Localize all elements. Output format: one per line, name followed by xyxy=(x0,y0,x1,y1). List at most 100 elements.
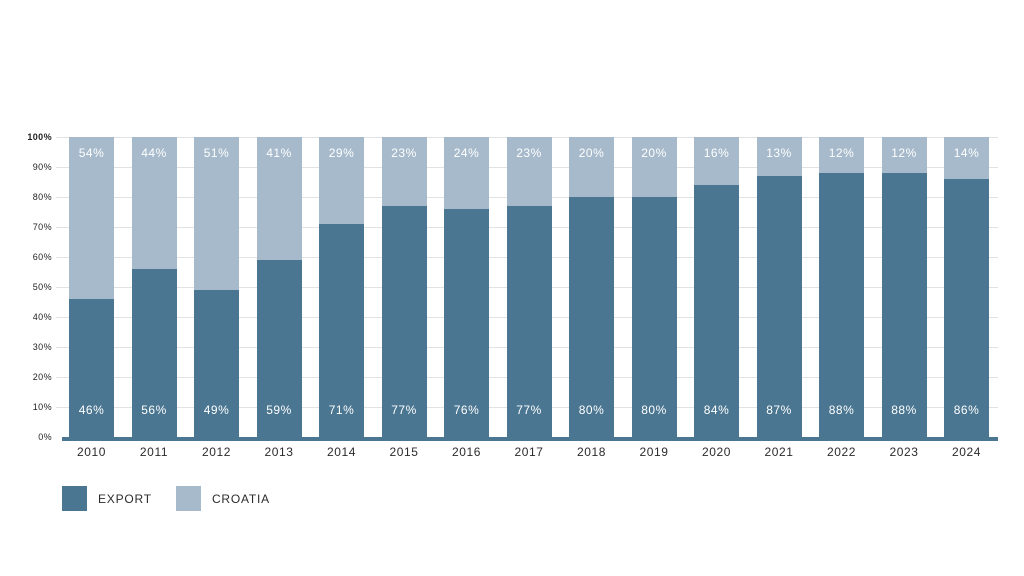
y-axis-tick-label: 80% xyxy=(32,192,52,202)
bar-value-label-export: 56% xyxy=(141,403,167,417)
bar-2021: 13% 87% 2021 xyxy=(756,137,802,459)
bar-value-label-export: 59% xyxy=(266,403,292,417)
bar-value-label-export: 80% xyxy=(578,403,605,417)
bar-2017: 23% 77% 2017 xyxy=(506,137,552,459)
bar-segment-export xyxy=(319,224,364,437)
bar-value-label-export: 80% xyxy=(641,403,667,417)
bar-value-label-export: 76% xyxy=(453,403,480,417)
y-axis-tick-label: 40% xyxy=(32,312,52,322)
x-axis-tick-label: 2023 xyxy=(889,445,919,459)
bar-value-label-export: 88% xyxy=(828,403,855,417)
bar-segment-export xyxy=(506,206,552,437)
bar-value-label-export: 77% xyxy=(391,403,417,417)
bar-segment-croatia xyxy=(256,137,302,260)
x-axis-tick-label: 2019 xyxy=(639,445,669,459)
bar-2015: 23% 77% 2015 xyxy=(381,137,427,459)
bar-segment-croatia xyxy=(756,137,802,176)
plot-area: 0% 10% 20% 30% 40% 50% 60% 70% 80% 90% 100% 54% 46%… xyxy=(27,132,998,459)
bar-value-label-export: 87% xyxy=(766,403,792,417)
x-axis-tick-label: 2020 xyxy=(701,445,732,459)
bar-value-label-croatia: 12% xyxy=(891,146,917,160)
bar-segment-export xyxy=(944,179,989,437)
bar-value-label-croatia: 54% xyxy=(78,146,105,160)
bar-value-label-croatia: 14% xyxy=(953,146,980,160)
bar-2019: 20% 80% 2019 xyxy=(631,137,677,459)
bar-segment-croatia xyxy=(69,137,114,299)
x-axis-tick-label: 2015 xyxy=(389,445,419,459)
legend-item-croatia: CROATIA xyxy=(175,486,270,511)
bar-value-label-croatia: 23% xyxy=(516,146,542,160)
bar-segment-export xyxy=(69,299,114,437)
legend-swatch-export xyxy=(62,486,87,511)
bar-value-label-export: 84% xyxy=(703,403,730,417)
bar-segment-export xyxy=(256,260,302,437)
x-axis-tick-label: 2013 xyxy=(264,445,294,459)
bar-value-label-croatia: 20% xyxy=(641,146,667,160)
bar-value-label-croatia: 44% xyxy=(141,146,167,160)
bar-value-label-export: 77% xyxy=(516,403,542,417)
bar-segment-export xyxy=(881,173,927,437)
legend: EXPORT CROATIA xyxy=(62,486,294,511)
bar-value-label-croatia: 41% xyxy=(266,146,292,160)
bar-value-label-export: 86% xyxy=(953,403,980,417)
x-axis-tick-label: 2021 xyxy=(764,445,794,459)
bar-segment-croatia xyxy=(444,137,489,209)
x-axis-tick-label: 2016 xyxy=(451,445,482,459)
bar-segment-export xyxy=(819,173,864,437)
legend-label: CROATIA xyxy=(211,491,270,506)
bar-value-label-export: 88% xyxy=(891,403,917,417)
bar-2022: 12% 88% 2022 xyxy=(819,137,864,459)
legend-item-export: EXPORT xyxy=(62,486,152,511)
bar-segment-croatia xyxy=(819,137,864,173)
bars-container: 54% 46% 2010 44% 56% 2011 51% 49% 2012 41% 59% 2013… xyxy=(62,137,998,459)
x-axis-tick-label: 2017 xyxy=(514,445,544,459)
x-axis-tick-label: 2014 xyxy=(326,445,357,459)
y-axis-tick-label: 50% xyxy=(32,282,52,292)
y-axis-tick-label: 60% xyxy=(32,252,52,262)
y-axis-tick-label: 90% xyxy=(32,162,52,172)
y-axis-tick-label: 10% xyxy=(32,402,52,412)
x-axis-tick-label: 2018 xyxy=(576,445,607,459)
bar-segment-croatia xyxy=(319,137,364,224)
bar-segment-export xyxy=(569,197,614,437)
x-axis-tick-label: 2011 xyxy=(139,445,169,459)
bar-2014: 29% 71% 2014 xyxy=(319,137,364,459)
bar-value-label-export: 46% xyxy=(78,403,105,417)
bar-value-label-croatia: 23% xyxy=(391,146,417,160)
bar-2018: 20% 80% 2018 xyxy=(569,137,614,459)
legend-swatch-croatia xyxy=(175,486,201,511)
bar-value-label-croatia: 20% xyxy=(578,146,605,160)
bar-value-label-export: 49% xyxy=(203,403,230,417)
bar-segment-export xyxy=(131,269,177,437)
bar-value-label-croatia: 16% xyxy=(703,146,730,160)
bar-segment-export xyxy=(631,197,677,437)
legend-label: EXPORT xyxy=(98,491,152,506)
x-axis-tick-label: 2024 xyxy=(951,445,982,459)
y-axis-tick-label: 0% xyxy=(38,432,52,442)
x-axis-tick-label: 2012 xyxy=(201,445,232,459)
bar-segment-export xyxy=(694,185,739,437)
bar-segment-croatia xyxy=(381,137,427,206)
bar-segment-croatia xyxy=(944,137,989,179)
bar-value-label-croatia: 29% xyxy=(328,146,355,160)
bar-segment-croatia xyxy=(694,137,739,185)
bar-value-label-croatia: 12% xyxy=(828,146,855,160)
bar-value-label-export: 71% xyxy=(328,403,355,417)
bar-2024: 14% 86% 2024 xyxy=(944,137,989,459)
bar-value-label-croatia: 13% xyxy=(766,146,792,160)
bar-2012: 51% 49% 2012 xyxy=(194,137,239,459)
bar-2016: 24% 76% 2016 xyxy=(444,137,489,459)
bar-segment-croatia xyxy=(506,137,552,206)
bar-value-label-croatia: 51% xyxy=(203,146,230,160)
bar-segment-export xyxy=(194,290,239,437)
y-axis-tick-label: 20% xyxy=(32,372,52,382)
bar-2011: 44% 56% 2011 xyxy=(131,137,177,459)
bar-segment-export xyxy=(756,176,802,437)
bar-2023: 12% 88% 2023 xyxy=(881,137,927,459)
x-axis-line xyxy=(62,437,998,441)
bar-segment-croatia xyxy=(569,137,614,197)
x-axis-tick-label: 2010 xyxy=(76,445,107,459)
y-axis-tick-label: 100% xyxy=(27,132,52,142)
bar-value-label-croatia: 24% xyxy=(453,146,480,160)
